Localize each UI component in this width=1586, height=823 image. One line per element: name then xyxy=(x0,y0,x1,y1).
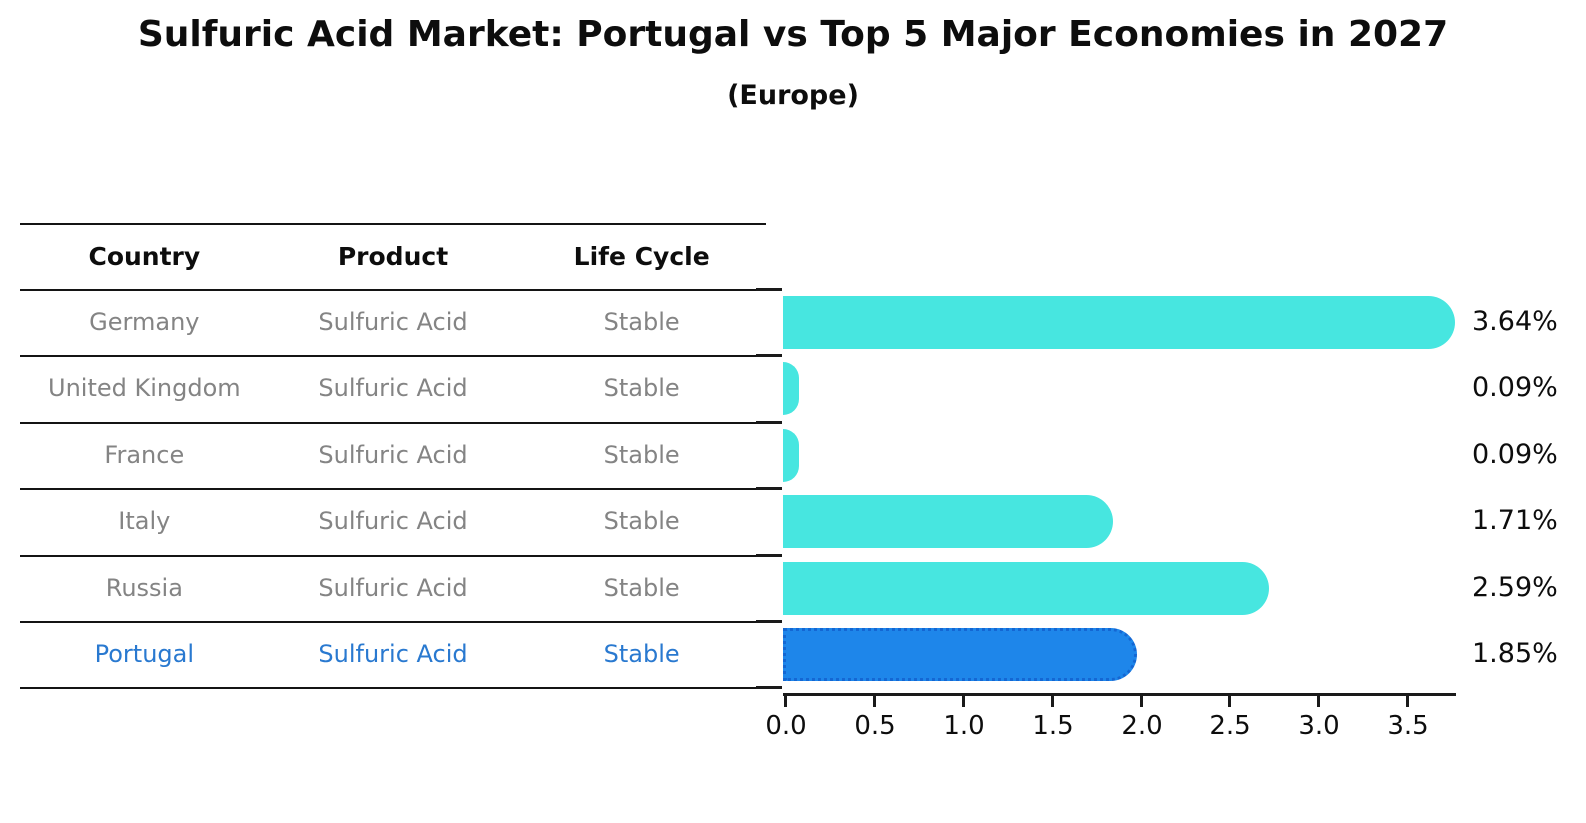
header-life-cycle: Life Cycle xyxy=(573,241,710,271)
bar-russia xyxy=(783,562,1269,615)
x-tick-label: 2.0 xyxy=(1121,711,1163,741)
bar-value-label: 2.59% xyxy=(1472,572,1558,603)
y-axis-tick xyxy=(756,686,782,689)
row-life-cycle: Stable xyxy=(603,441,680,469)
bar-value-label: 0.09% xyxy=(1472,372,1558,403)
table-header-row: Country Product Life Cycle xyxy=(20,223,766,289)
y-axis-tick xyxy=(756,421,782,424)
table-row-united-kingdom: United Kingdom Sulfuric Acid Stable xyxy=(20,355,766,421)
table-row-italy: Italy Sulfuric Acid Stable xyxy=(20,488,766,554)
row-country: United Kingdom xyxy=(48,374,241,402)
y-axis-tick xyxy=(756,554,782,557)
bar-value-label: 3.64% xyxy=(1472,306,1558,337)
bar-italy xyxy=(783,495,1113,548)
row-country: Germany xyxy=(89,308,200,336)
x-axis-tick xyxy=(962,696,965,707)
y-axis-tick xyxy=(756,288,782,291)
table-row-russia: Russia Sulfuric Acid Stable xyxy=(20,555,766,621)
x-axis-tick xyxy=(784,696,787,707)
x-tick-label: 1.0 xyxy=(943,711,985,741)
y-axis-tick xyxy=(756,354,782,357)
row-product: Sulfuric Acid xyxy=(318,441,468,469)
bar-value-label: 1.71% xyxy=(1472,505,1558,536)
row-product: Sulfuric Acid xyxy=(318,374,468,402)
x-axis-line xyxy=(783,693,1456,696)
table-row-france: France Sulfuric Acid Stable xyxy=(20,422,766,488)
chart-subtitle: (Europe) xyxy=(727,80,859,111)
x-axis-tick xyxy=(1051,696,1054,707)
x-tick-label: 1.5 xyxy=(1032,711,1074,741)
x-tick-label: 2.5 xyxy=(1209,711,1251,741)
table-row-portugal: Portugal Sulfuric Acid Stable xyxy=(20,621,766,687)
x-axis-tick xyxy=(1406,696,1409,707)
row-country: Portugal xyxy=(94,640,195,668)
table-header-line xyxy=(20,289,766,291)
table-row-line xyxy=(20,555,766,557)
x-tick-label: 0.0 xyxy=(765,711,807,741)
row-country: Russia xyxy=(105,574,183,602)
table-row-line xyxy=(20,621,766,623)
header-country: Country xyxy=(88,241,201,271)
x-axis-tick xyxy=(1228,696,1231,707)
row-life-cycle: Stable xyxy=(603,574,680,602)
x-axis-tick xyxy=(873,696,876,707)
row-life-cycle: Stable xyxy=(603,308,680,336)
x-tick-label: 3.0 xyxy=(1298,711,1340,741)
x-tick-label: 3.5 xyxy=(1387,711,1429,741)
row-life-cycle: Stable xyxy=(603,640,680,668)
header-product: Product xyxy=(337,241,449,271)
table-row-line xyxy=(20,488,766,490)
x-axis-tick xyxy=(1140,696,1143,707)
chart-title: Sulfuric Acid Market: Portugal vs Top 5 … xyxy=(137,14,1449,55)
row-product: Sulfuric Acid xyxy=(318,574,468,602)
table-row-line xyxy=(20,355,766,357)
table-top-line xyxy=(20,223,766,225)
bar-france xyxy=(783,429,799,482)
bar-value-label: 1.85% xyxy=(1472,638,1558,669)
table-row-germany: Germany Sulfuric Acid Stable xyxy=(20,289,766,355)
row-country: France xyxy=(104,441,185,469)
row-life-cycle: Stable xyxy=(603,507,680,535)
row-country: Italy xyxy=(118,507,171,535)
row-life-cycle: Stable xyxy=(603,374,680,402)
table-row-line xyxy=(20,422,766,424)
x-tick-label: 0.5 xyxy=(854,711,896,741)
y-axis-tick xyxy=(756,487,782,490)
row-product: Sulfuric Acid xyxy=(318,308,468,336)
bar-portugal-highlighted xyxy=(783,628,1138,681)
y-axis-tick xyxy=(756,620,782,623)
bar-value-label: 0.09% xyxy=(1472,439,1558,470)
bar-germany xyxy=(783,296,1456,349)
x-axis-tick xyxy=(1317,696,1320,707)
row-product: Sulfuric Acid xyxy=(318,507,468,535)
bar-united-kingdom xyxy=(783,362,799,415)
row-product: Sulfuric Acid xyxy=(318,640,468,668)
table-bottom-line xyxy=(20,687,766,689)
